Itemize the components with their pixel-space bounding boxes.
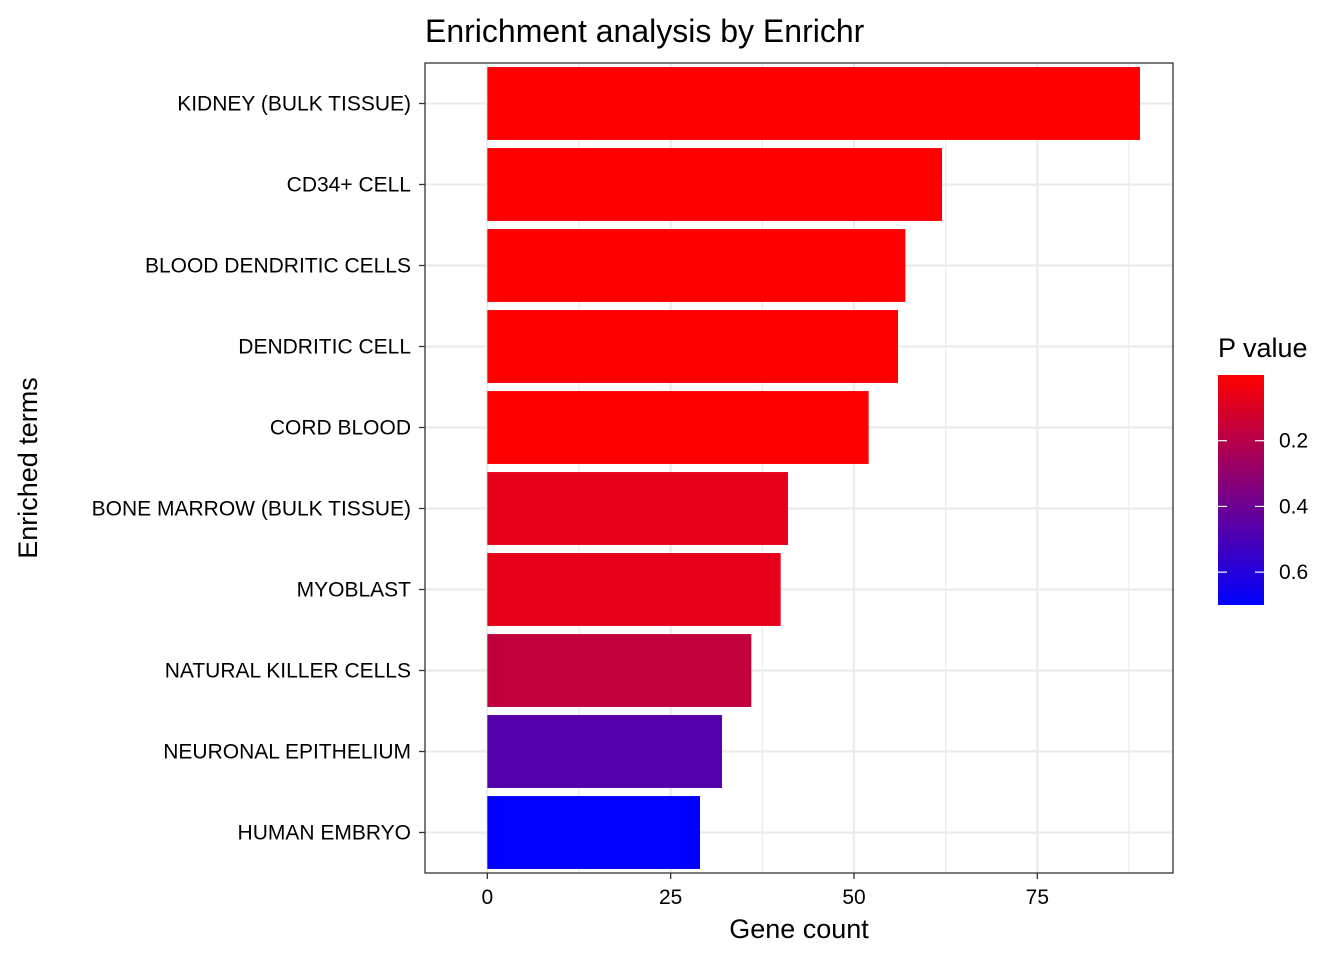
legend-tick-label: 0.4 [1279,495,1309,518]
legend-tick-label: 0.2 [1279,430,1308,453]
legend-ticks: 0.2 0.4 0.6 [1218,430,1309,584]
y-tick-label: CORD BLOOD [270,417,411,440]
x-tick-label: 50 [842,886,865,909]
y-tick-label: BLOOD DENDRITIC CELLS [145,255,411,278]
y-tick-label: CD34+ CELL [287,174,411,197]
y-tick-label: BONE MARROW (BULK TISSUE) [92,498,411,521]
bars [487,67,1140,869]
chart-title: Enrichment analysis by Enrichr [425,13,865,49]
bar [487,229,906,302]
y-tick-label: MYOBLAST [297,579,412,602]
panel-border [424,62,1174,874]
bar [487,472,788,545]
bar [487,67,1140,140]
y-tick-label: NATURAL KILLER CELLS [165,660,411,683]
y-tick-label: DENDRITIC CELL [238,336,411,359]
legend-colorbar [1218,375,1264,605]
bar [487,715,722,788]
x-axis-title: Gene count [729,914,869,944]
y-tick-label: NEURONAL EPITHELIUM [163,741,411,764]
bar [487,148,942,221]
legend: P value 0.2 0.4 0.6 [1218,333,1309,605]
y-axis: KIDNEY (BULK TISSUE) CD34+ CELL BLOOD DEND… [92,93,425,845]
plot-panel [424,62,1174,874]
x-axis: 0 25 50 75 [481,873,1049,909]
y-tick-label: KIDNEY (BULK TISSUE) [177,93,411,116]
x-tick-label: 0 [481,886,493,909]
bar [487,391,869,464]
y-axis-title: Enriched terms [13,377,43,559]
bar [487,553,781,626]
legend-title: P value [1218,333,1308,363]
y-tick-label: HUMAN EMBRYO [238,822,411,845]
legend-tick-label: 0.6 [1279,561,1308,584]
bar [487,310,898,383]
bar [487,634,752,707]
x-tick-label: 75 [1026,886,1049,909]
bar [487,796,700,869]
x-tick-label: 25 [659,886,682,909]
